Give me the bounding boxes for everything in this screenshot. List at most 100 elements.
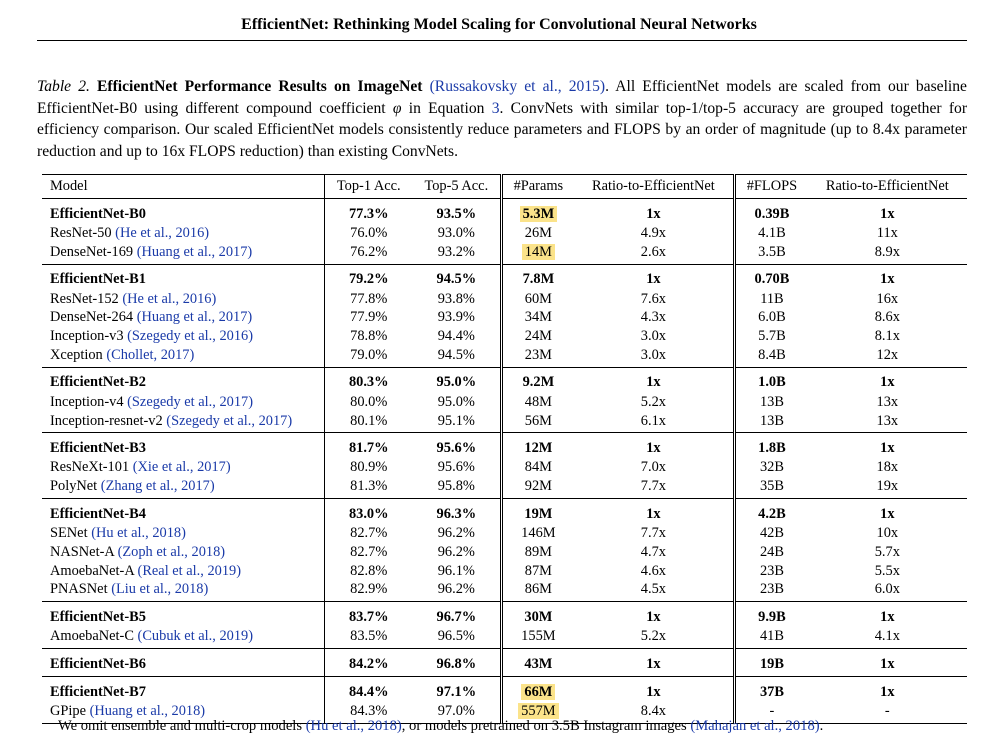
cell-ratio-params: 2.6x	[573, 242, 737, 265]
table-row: EfficientNet-B0 77.3% 93.5% 5.3M 1x 0.39B 1x	[42, 198, 967, 224]
results-table: Model Top-1 Acc. Top-5 Acc. #Params Rati…	[42, 174, 967, 724]
table-row: DenseNet-264 (Huang et al., 2017) 77.9% 93…	[42, 308, 967, 328]
cell-top5: 96.3%	[412, 498, 504, 524]
caption-text: . ConvNets with similar top-1/top-5 accu…	[37, 99, 968, 160]
caption-title: EfficientNet Performance Results on Imag…	[97, 78, 423, 95]
row-group: EfficientNet-B3 81.7% 95.6% 12M 1x 1.8B 1x ResN…	[42, 432, 967, 499]
cell-ratio-params-value: 1x	[646, 205, 661, 222]
cell-params-value: 23M	[524, 346, 552, 363]
cell-ratio-params: 8.4x	[573, 701, 737, 724]
phi-symbol: φ	[392, 99, 402, 117]
model-citation[interactable]: (Huang et al., 2017)	[136, 243, 253, 260]
cell-ratio-params-value: 4.7x	[640, 543, 666, 560]
table-row: AmoebaNet-C (Cubuk et al., 2019) 83.5% 96.…	[42, 627, 967, 649]
cell-params-value: 66M	[521, 683, 556, 700]
cell-top5: 94.4%	[412, 327, 504, 346]
model-citation[interactable]: (Huang et al., 2017)	[136, 309, 253, 326]
cell-top1: 82.8%	[325, 562, 413, 581]
table-row: ResNet-50 (He et al., 2016) 76.0% 93.0% 26M…	[42, 224, 967, 243]
cell-model: DenseNet-169 (Huang et al., 2017)	[42, 242, 325, 265]
cell-ratio-flops: 5.7x	[808, 543, 967, 562]
caption-citation[interactable]: (Russakovsky et al., 2015)	[429, 78, 606, 95]
cell-top5: 96.5%	[412, 627, 504, 649]
model-name: EfficientNet-B7	[50, 683, 146, 700]
model-name: PNASNet	[50, 581, 108, 598]
cell-ratio-flops: 19x	[808, 477, 967, 498]
table-row: Inception-v4 (Szegedy et al., 2017) 80.0%…	[42, 392, 967, 412]
cell-params: 34M	[502, 308, 574, 327]
table-row: NASNet-A (Zoph et al., 2018) 82.7% 96.2% 89…	[42, 542, 967, 562]
model-name: GPipe	[50, 702, 86, 719]
cell-top5: 95.6%	[412, 458, 504, 478]
cell-ratio-params-value: 8.4x	[640, 702, 666, 719]
cell-top1: 83.0%	[325, 498, 413, 524]
footnote-text: We omit ensemble and multi-crop models	[58, 718, 303, 734]
model-citation[interactable]: (He et al., 2016)	[115, 225, 210, 241]
model-citation[interactable]: (He et al., 2016)	[122, 290, 217, 307]
model-citation[interactable]: (Huang et al., 2018)	[89, 702, 206, 719]
model-citation[interactable]: (Zoph et al., 2018)	[117, 543, 226, 560]
model-citation[interactable]: (Szegedy et al., 2016)	[127, 328, 254, 345]
cell-params: 30M	[502, 602, 574, 628]
cell-params-value: 19M	[524, 505, 553, 522]
footnote-citation[interactable]: (Hu et al., 2018)	[305, 718, 402, 734]
cell-top1-value: 79.2%	[348, 271, 389, 288]
cell-top5-value: 95.8%	[437, 478, 475, 495]
cell-params-value: 26M	[524, 225, 552, 241]
model-citation[interactable]: (Szegedy et al., 2017)	[127, 393, 254, 410]
cell-ratio-params-value: 3.0x	[640, 328, 666, 345]
cell-top5: 97.0%	[412, 701, 504, 724]
cell-top1-value: 83.5%	[350, 628, 388, 645]
cell-params: 557M	[502, 702, 574, 723]
cell-params-value: 92M	[524, 478, 552, 495]
cell-flops-value: 6.0B	[758, 309, 786, 326]
cell-ratio-flops: 12x	[808, 346, 967, 367]
cell-flops-value: 5.7B	[758, 328, 786, 345]
cell-ratio-flops-value: 1x	[880, 374, 895, 391]
cell-flops: 42B	[735, 524, 808, 543]
model-citation[interactable]: (Cubuk et al., 2019)	[137, 628, 254, 645]
cell-flops: 4.2B	[735, 498, 808, 524]
model-citation[interactable]: (Liu et al., 2018)	[111, 581, 209, 598]
cell-params-value: 89M	[524, 543, 552, 560]
model-name: AmoebaNet-A	[50, 562, 134, 579]
cell-params-value: 557M	[518, 702, 559, 719]
cell-ratio-flops-value: 1x	[880, 439, 895, 456]
cell-top5-value: 96.2%	[437, 543, 475, 560]
row-group: EfficientNet-B7 84.4% 97.1% 66M 1x 37B 1x GPipe…	[42, 676, 967, 724]
footnote-citation[interactable]: (Mahajan et al., 2018)	[690, 718, 820, 734]
cell-ratio-flops-value: 18x	[876, 459, 899, 476]
model-name: EfficientNet-B4	[50, 505, 146, 522]
cell-model: GPipe (Huang et al., 2018)	[42, 701, 325, 724]
cell-top1-value: 80.3%	[348, 374, 389, 391]
equation-link[interactable]: 3	[491, 99, 500, 117]
model-citation[interactable]: (Szegedy et al., 2017)	[166, 412, 293, 429]
cell-top1: 79.0%	[325, 346, 413, 367]
cell-top5-value: 94.5%	[436, 271, 477, 288]
cell-model: EfficientNet-B4	[42, 498, 325, 524]
cell-top1-value: 80.1%	[350, 412, 388, 429]
table-row: PNASNet (Liu et al., 2018) 82.9% 96.2% 86M 4…	[42, 580, 967, 602]
cell-ratio-params: 7.0x	[573, 458, 737, 478]
model-citation[interactable]: (Zhang et al., 2017)	[100, 478, 215, 495]
cell-ratio-params: 5.2x	[573, 627, 737, 649]
cell-flops-value: 0.70B	[754, 271, 790, 288]
model-citation[interactable]: (Hu et al., 2018)	[91, 524, 186, 541]
cell-params-value: 87M	[524, 562, 552, 579]
cell-flops: 9.9B	[735, 602, 808, 628]
cell-params-value: 60M	[524, 290, 552, 307]
cell-top5: 95.0%	[412, 367, 504, 393]
model-citation[interactable]: (Real et al., 2019)	[137, 562, 242, 579]
model-name: DenseNet-264	[50, 309, 134, 326]
cell-ratio-params: 1x	[573, 648, 737, 677]
cell-model: PNASNet (Liu et al., 2018)	[42, 580, 325, 602]
cell-ratio-flops-value: -	[884, 702, 890, 719]
cell-params: 84M	[502, 458, 574, 477]
table-row: AmoebaNet-A (Real et al., 2019) 82.8% 96.1…	[42, 561, 967, 581]
model-citation[interactable]: (Xie et al., 2017)	[132, 459, 231, 476]
cell-params: 14M	[502, 243, 574, 264]
model-citation[interactable]: (Chollet, 2017)	[106, 346, 195, 363]
model-name: PolyNet	[50, 478, 98, 495]
cell-ratio-flops-value: 5.5x	[874, 562, 900, 579]
cell-ratio-flops: 13x	[808, 393, 967, 412]
